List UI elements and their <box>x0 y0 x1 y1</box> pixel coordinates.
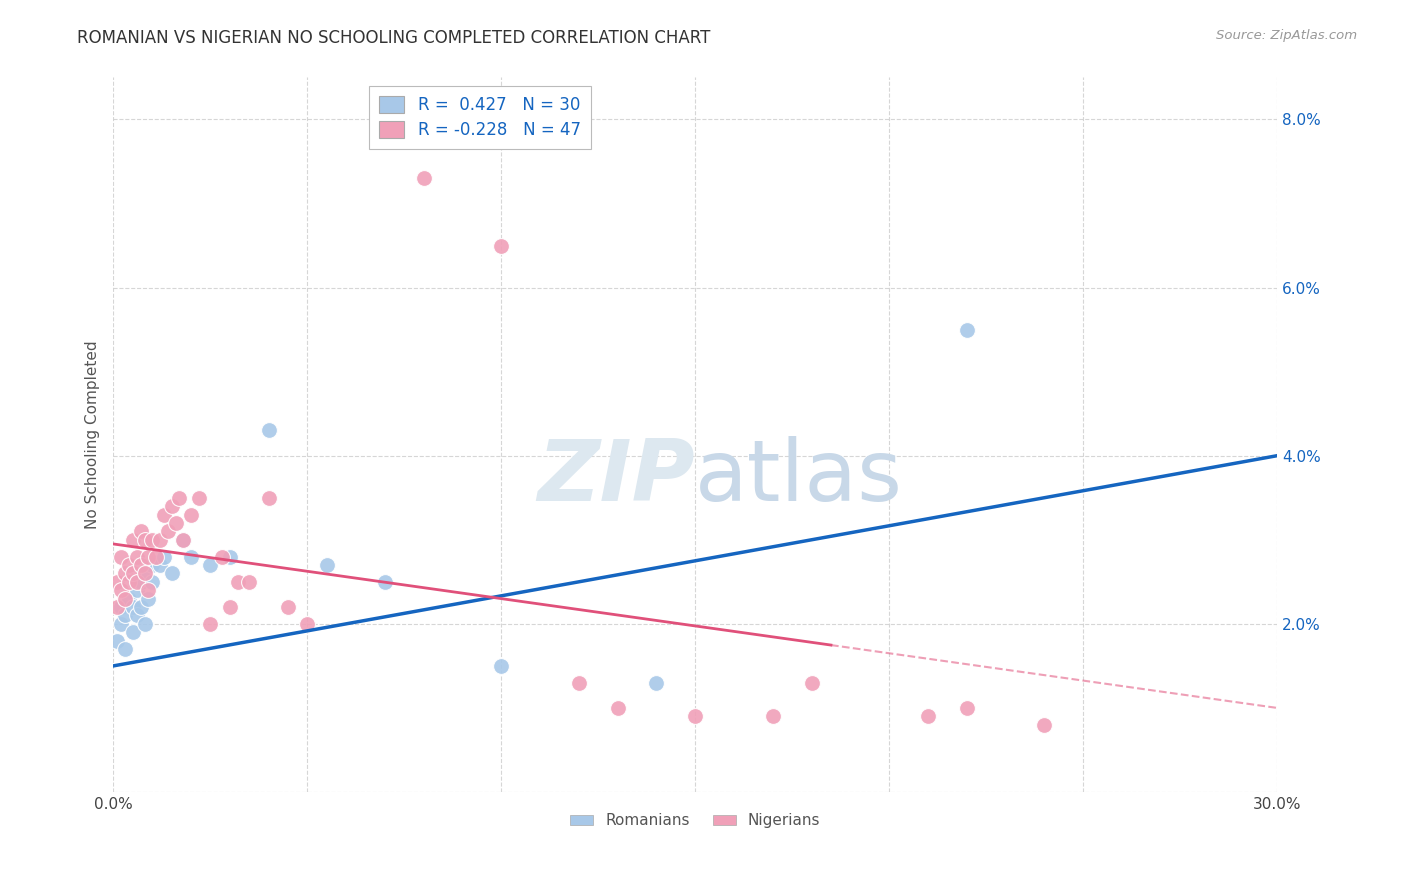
Point <box>169 491 191 505</box>
Point <box>277 600 299 615</box>
Point <box>257 491 280 505</box>
Point <box>118 574 141 589</box>
Point <box>257 424 280 438</box>
Point <box>218 600 240 615</box>
Point <box>374 574 396 589</box>
Point <box>114 642 136 657</box>
Point <box>110 600 132 615</box>
Point <box>645 675 668 690</box>
Point <box>125 583 148 598</box>
Point <box>180 549 202 564</box>
Point <box>134 566 156 581</box>
Point <box>683 709 706 723</box>
Point <box>105 574 128 589</box>
Point <box>134 616 156 631</box>
Point <box>491 658 513 673</box>
Point <box>125 608 148 623</box>
Point <box>238 574 260 589</box>
Point <box>156 524 179 539</box>
Point <box>138 583 160 598</box>
Point <box>187 491 209 505</box>
Point <box>105 633 128 648</box>
Point <box>160 499 183 513</box>
Point <box>172 533 194 547</box>
Point <box>149 533 172 547</box>
Y-axis label: No Schooling Completed: No Schooling Completed <box>86 341 100 529</box>
Point <box>165 516 187 530</box>
Point <box>129 524 152 539</box>
Text: ROMANIAN VS NIGERIAN NO SCHOOLING COMPLETED CORRELATION CHART: ROMANIAN VS NIGERIAN NO SCHOOLING COMPLE… <box>77 29 710 46</box>
Point <box>606 701 628 715</box>
Point <box>315 558 337 572</box>
Point <box>762 709 785 723</box>
Point <box>153 549 176 564</box>
Point <box>105 600 128 615</box>
Point <box>153 508 176 522</box>
Point <box>114 608 136 623</box>
Point <box>129 558 152 572</box>
Point <box>297 616 319 631</box>
Point <box>122 533 145 547</box>
Legend: Romanians, Nigerians: Romanians, Nigerians <box>564 807 827 834</box>
Point <box>180 508 202 522</box>
Point <box>129 574 152 589</box>
Point <box>118 591 141 606</box>
Point <box>800 675 823 690</box>
Point <box>125 549 148 564</box>
Point <box>956 323 979 337</box>
Point <box>134 533 156 547</box>
Point <box>568 675 591 690</box>
Point <box>200 558 222 572</box>
Point <box>412 171 434 186</box>
Point <box>114 591 136 606</box>
Text: atlas: atlas <box>695 436 903 519</box>
Point <box>956 701 979 715</box>
Point <box>138 591 160 606</box>
Point <box>226 574 249 589</box>
Point <box>129 600 152 615</box>
Point <box>118 558 141 572</box>
Point <box>122 625 145 640</box>
Point <box>141 574 163 589</box>
Point <box>917 709 939 723</box>
Point <box>141 558 163 572</box>
Point <box>149 558 172 572</box>
Point <box>110 583 132 598</box>
Point <box>141 533 163 547</box>
Point <box>122 566 145 581</box>
Point <box>491 238 513 252</box>
Text: ZIP: ZIP <box>537 436 695 519</box>
Point <box>134 566 156 581</box>
Point <box>138 549 160 564</box>
Point <box>122 600 145 615</box>
Point <box>200 616 222 631</box>
Point <box>110 616 132 631</box>
Text: Source: ZipAtlas.com: Source: ZipAtlas.com <box>1216 29 1357 42</box>
Point <box>1033 717 1056 731</box>
Point <box>218 549 240 564</box>
Point <box>172 533 194 547</box>
Point <box>125 574 148 589</box>
Point <box>160 566 183 581</box>
Point <box>211 549 233 564</box>
Point <box>110 549 132 564</box>
Point <box>145 549 167 564</box>
Point <box>114 566 136 581</box>
